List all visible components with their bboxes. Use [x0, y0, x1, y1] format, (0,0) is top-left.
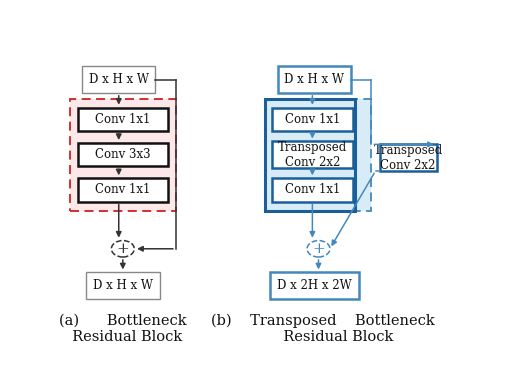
Text: +: +: [116, 242, 129, 256]
Bar: [86, 272, 159, 299]
Bar: [380, 144, 437, 171]
Text: D x H x W: D x H x W: [285, 73, 345, 86]
Bar: [78, 143, 168, 167]
Bar: [271, 108, 353, 131]
Text: Transposed
Conv 2x2: Transposed Conv 2x2: [278, 141, 347, 169]
Bar: [78, 108, 168, 131]
Bar: [70, 99, 176, 210]
Text: Conv 1x1: Conv 1x1: [285, 113, 340, 126]
Bar: [266, 99, 355, 210]
Text: (a)      Bottleneck
  Residual Block: (a) Bottleneck Residual Block: [59, 314, 187, 344]
Text: +: +: [312, 242, 325, 256]
Text: D x 2H x 2W: D x 2H x 2W: [277, 279, 352, 292]
Text: D x H x W: D x H x W: [93, 279, 153, 292]
Bar: [266, 99, 371, 210]
Bar: [271, 141, 353, 168]
Text: D x H x W: D x H x W: [89, 73, 149, 86]
Bar: [278, 66, 351, 93]
Text: Conv 1x1: Conv 1x1: [285, 183, 340, 196]
Text: Conv 1x1: Conv 1x1: [95, 113, 150, 126]
Text: Transposed
Conv 2x2: Transposed Conv 2x2: [373, 144, 443, 172]
Bar: [82, 66, 156, 93]
Bar: [270, 272, 359, 299]
Bar: [271, 178, 353, 202]
Bar: [78, 178, 168, 202]
Text: (b)    Transposed    Bottleneck
       Residual Block: (b) Transposed Bottleneck Residual Block: [211, 314, 434, 344]
Text: Conv 3x3: Conv 3x3: [95, 148, 150, 161]
Text: Conv 1x1: Conv 1x1: [95, 183, 150, 196]
